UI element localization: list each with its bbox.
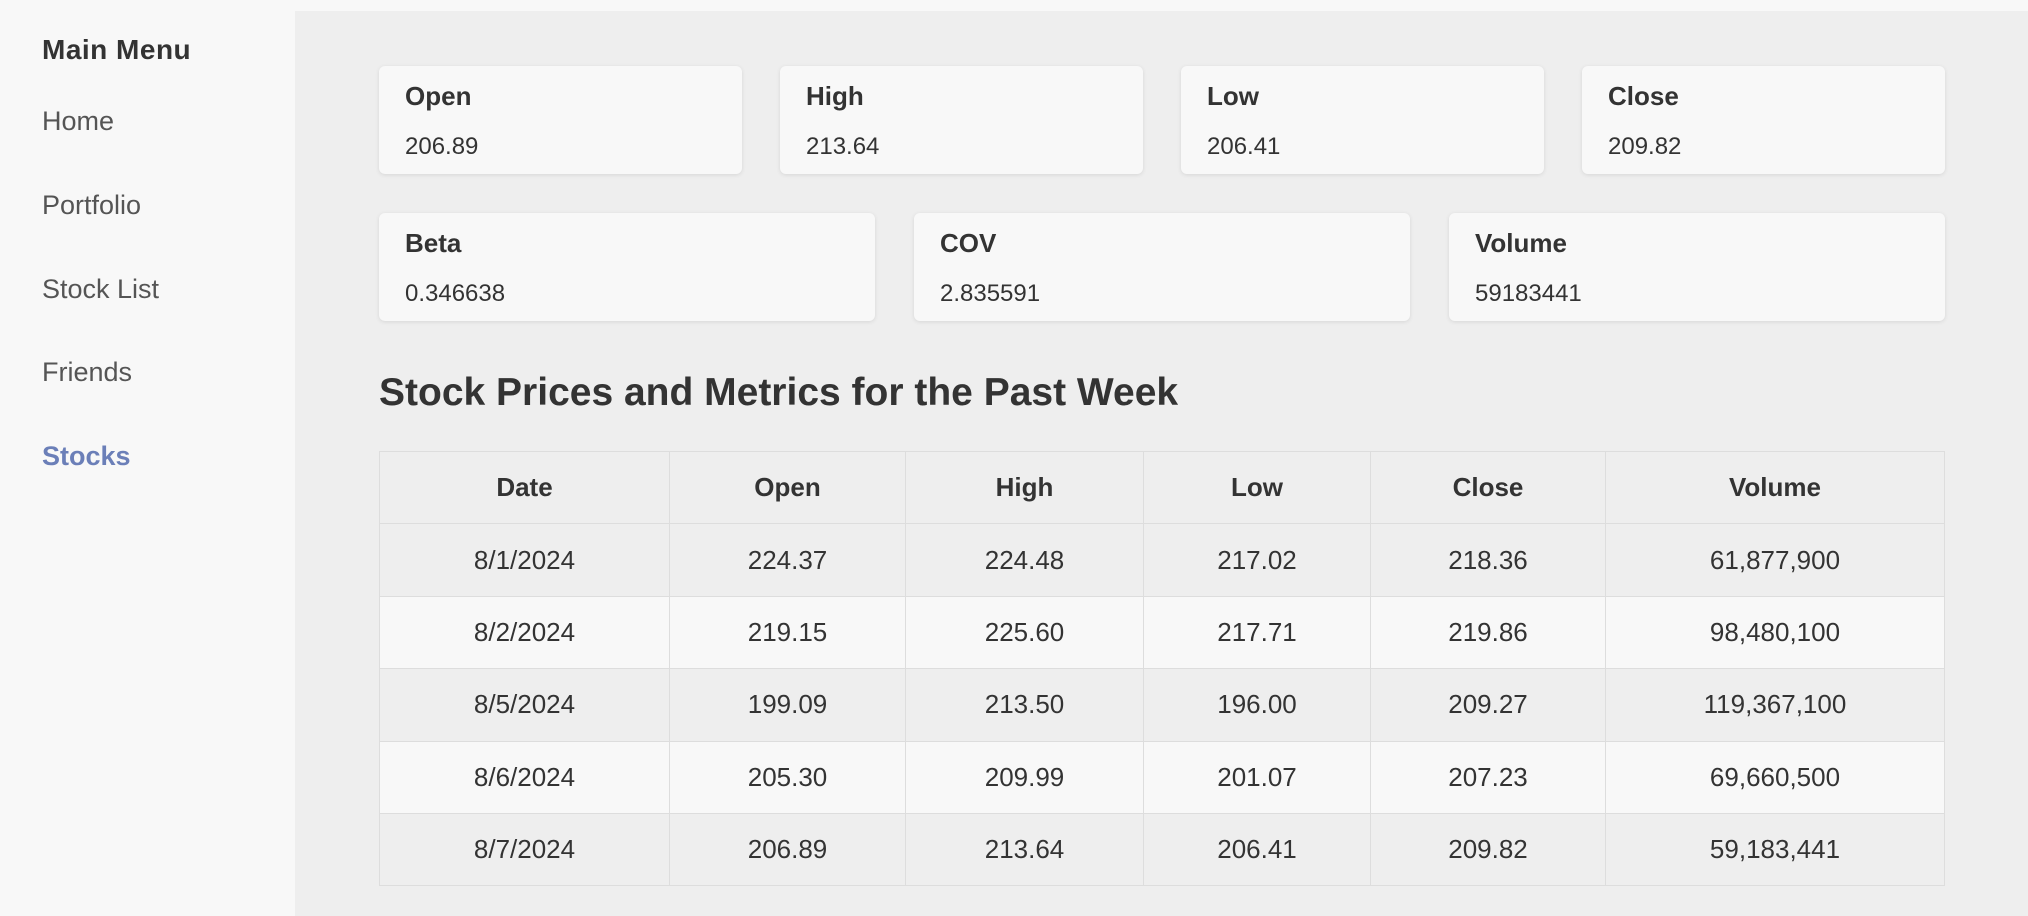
table-row: 8/7/2024 206.89 213.64 206.41 209.82 59,…	[379, 812, 1945, 887]
cell-low: 217.02	[1143, 523, 1371, 597]
cell-open: 199.09	[669, 668, 906, 742]
cell-date: 8/6/2024	[379, 740, 670, 814]
cell-volume: 69,660,500	[1605, 740, 1945, 814]
table-row: 8/6/2024 205.30 209.99 201.07 207.23 69,…	[379, 740, 1945, 814]
cell-open: 205.30	[669, 740, 906, 814]
metric-label: Open	[405, 81, 472, 111]
metric-card-high: High 213.64	[780, 66, 1143, 174]
cell-date: 8/7/2024	[379, 812, 670, 887]
cell-low: 201.07	[1143, 740, 1371, 814]
section-title: Stock Prices and Metrics for the Past We…	[379, 371, 1179, 414]
cell-close: 209.82	[1370, 812, 1606, 887]
cell-date: 8/2/2024	[379, 595, 670, 670]
cell-high: 224.48	[905, 523, 1144, 597]
metric-label: COV	[940, 228, 997, 258]
cell-low: 217.71	[1143, 595, 1371, 670]
table-row: 8/5/2024 199.09 213.50 196.00 209.27 119…	[379, 668, 1945, 742]
cell-close: 207.23	[1370, 740, 1606, 814]
cell-close: 219.86	[1370, 595, 1606, 670]
metric-card-volume: Volume 59183441	[1449, 213, 1945, 321]
sidebar-item-friends[interactable]: Friends	[42, 357, 133, 387]
cell-date: 8/5/2024	[379, 668, 670, 742]
metric-label: High	[806, 81, 864, 111]
sidebar-item-portfolio[interactable]: Portfolio	[42, 190, 142, 220]
metric-label: Volume	[1475, 228, 1567, 258]
metric-card-cov: COV 2.835591	[914, 213, 1410, 321]
cell-open: 219.15	[669, 595, 906, 670]
column-header-date: Date	[379, 450, 670, 525]
cell-high: 225.60	[905, 595, 1144, 670]
sidebar: Main Menu Home Portfolio Stock List Frie…	[0, 0, 295, 916]
metric-label: Low	[1207, 81, 1259, 111]
column-header-low: Low	[1143, 450, 1371, 525]
cell-high: 213.64	[905, 812, 1144, 887]
cell-high: 209.99	[905, 740, 1144, 814]
metric-label: Close	[1608, 81, 1679, 111]
cell-date: 8/1/2024	[379, 523, 670, 597]
cell-close: 218.36	[1370, 523, 1606, 597]
sidebar-item-stock-list[interactable]: Stock List	[42, 274, 160, 304]
metric-label: Beta	[405, 228, 462, 258]
cell-low: 206.41	[1143, 812, 1371, 887]
sidebar-item-home[interactable]: Home	[42, 106, 115, 136]
metric-value: 206.41	[1207, 133, 1281, 160]
sidebar-title: Main Menu	[42, 34, 192, 65]
cell-open: 206.89	[669, 812, 906, 887]
metric-value: 2.835591	[940, 280, 1041, 307]
cell-low: 196.00	[1143, 668, 1371, 742]
metric-card-open: Open 206.89	[379, 66, 742, 174]
cell-open: 224.37	[669, 523, 906, 597]
table-row: 8/1/2024 224.37 224.48 217.02 218.36 61,…	[379, 523, 1945, 597]
cell-high: 213.50	[905, 668, 1144, 742]
sidebar-item-stocks[interactable]: Stocks	[42, 441, 131, 471]
column-header-open: Open	[669, 450, 906, 525]
cell-volume: 119,367,100	[1605, 668, 1945, 742]
metric-value: 213.64	[806, 133, 880, 160]
cell-close: 209.27	[1370, 668, 1606, 742]
column-header-high: High	[905, 450, 1144, 525]
metric-value: 209.82	[1608, 133, 1682, 160]
metric-value: 59183441	[1475, 280, 1582, 307]
table-row: 8/2/2024 219.15 225.60 217.71 219.86 98,…	[379, 595, 1945, 670]
column-header-close: Close	[1370, 450, 1606, 525]
table-header-row: Date Open High Low Close Volume	[379, 450, 1945, 525]
column-header-volume: Volume	[1605, 450, 1945, 525]
metric-value: 0.346638	[405, 280, 506, 307]
stock-prices-table: Date Open High Low Close Volume 8/1/2024…	[379, 450, 1945, 887]
cell-volume: 59,183,441	[1605, 812, 1945, 887]
cell-volume: 61,877,900	[1605, 523, 1945, 597]
main-content: Open 206.89 High 213.64 Low 206.41 Close…	[295, 11, 2028, 916]
metric-card-close: Close 209.82	[1582, 66, 1945, 174]
cell-volume: 98,480,100	[1605, 595, 1945, 670]
metric-card-beta: Beta 0.346638	[379, 213, 875, 321]
metric-value: 206.89	[405, 133, 479, 160]
metric-card-low: Low 206.41	[1181, 66, 1544, 174]
